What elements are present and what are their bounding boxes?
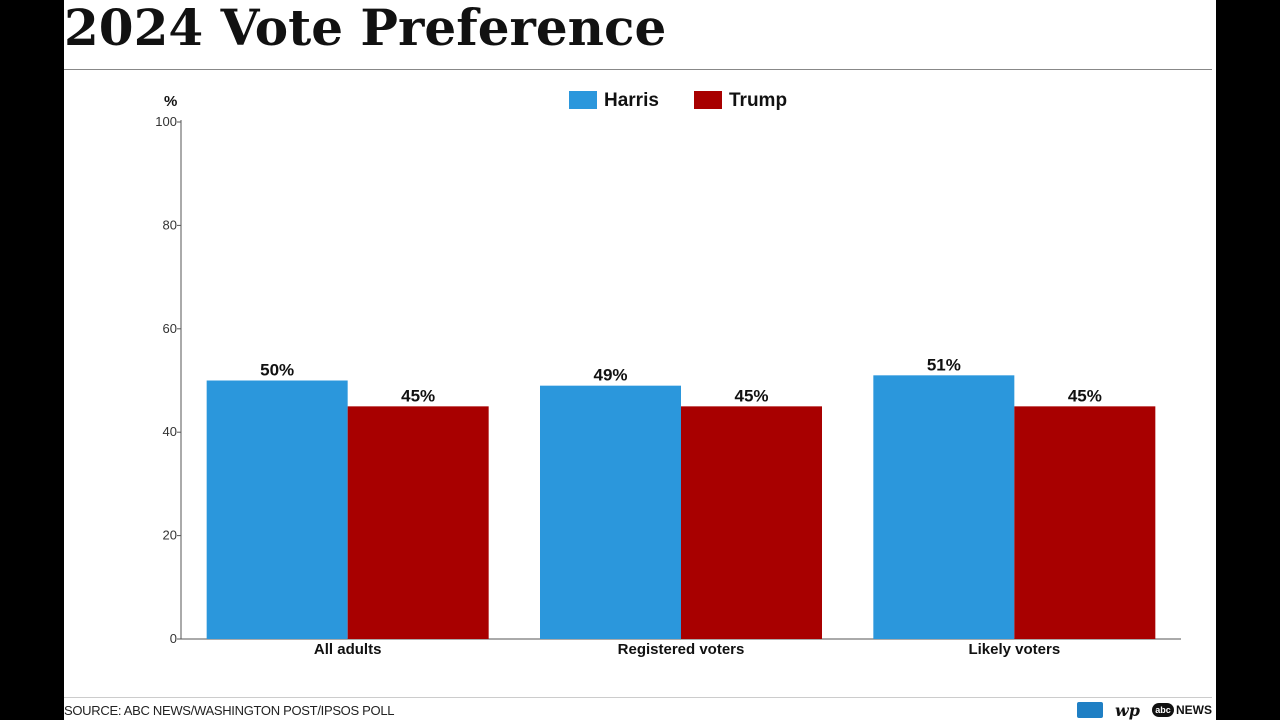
legend-label-trump: Trump [729,90,787,111]
bars: All adults 50% 45% Registered voters 49% 45% L… [206,355,1156,658]
data-label: 51% [927,355,961,374]
abc-news-logo: abc NEWS [1152,703,1212,717]
abc-logo-news: NEWS [1176,703,1212,717]
bar-harris-likely-voters [873,375,1015,639]
y-tick-label: 40 [163,424,177,439]
legend-swatch-harris [569,91,597,109]
bar-chart: % Harris Trump 0 20 40 60 80 100 All adults 50… [155,90,1181,658]
footer-divider [64,697,1212,698]
category-label: Likely voters [968,641,1060,658]
data-label: 45% [1068,386,1102,405]
bar-trump-all-adults [347,406,489,639]
y-tick-label: 0 [170,631,177,646]
y-unit-label: % [164,93,177,110]
chart-panel: 2024 Vote Preference % Harris Trump 0 20 4… [64,0,1216,720]
y-tick-label: 20 [163,528,177,543]
publisher-logos: wp abc NEWS [1077,700,1212,720]
ipsos-logo [1077,702,1104,718]
bar-trump-registered-voters [681,406,822,639]
abc-logo-mark: abc [1152,703,1174,717]
legend-label-harris: Harris [604,90,659,111]
data-label: 45% [734,386,768,405]
data-label: 45% [401,386,435,405]
washington-post-logo: wp [1115,700,1140,720]
data-label: 50% [260,361,294,380]
chart-title: 2024 Vote Preference [64,0,667,57]
bar-harris-all-adults [206,380,348,639]
category-label: All adults [314,641,382,658]
title-divider [64,69,1212,70]
bar-trump-likely-voters [1014,406,1156,639]
legend-swatch-trump [694,91,722,109]
y-tick-label: 60 [163,321,177,336]
y-tick-label: 80 [163,217,177,232]
legend: Harris Trump [569,90,787,111]
category-label: Registered voters [618,641,745,658]
bar-harris-registered-voters [540,385,681,639]
source-note: SOURCE: ABC NEWS/WASHINGTON POST/IPSOS P… [64,703,395,718]
data-label: 49% [593,366,627,385]
y-tick-label: 100 [155,114,177,129]
